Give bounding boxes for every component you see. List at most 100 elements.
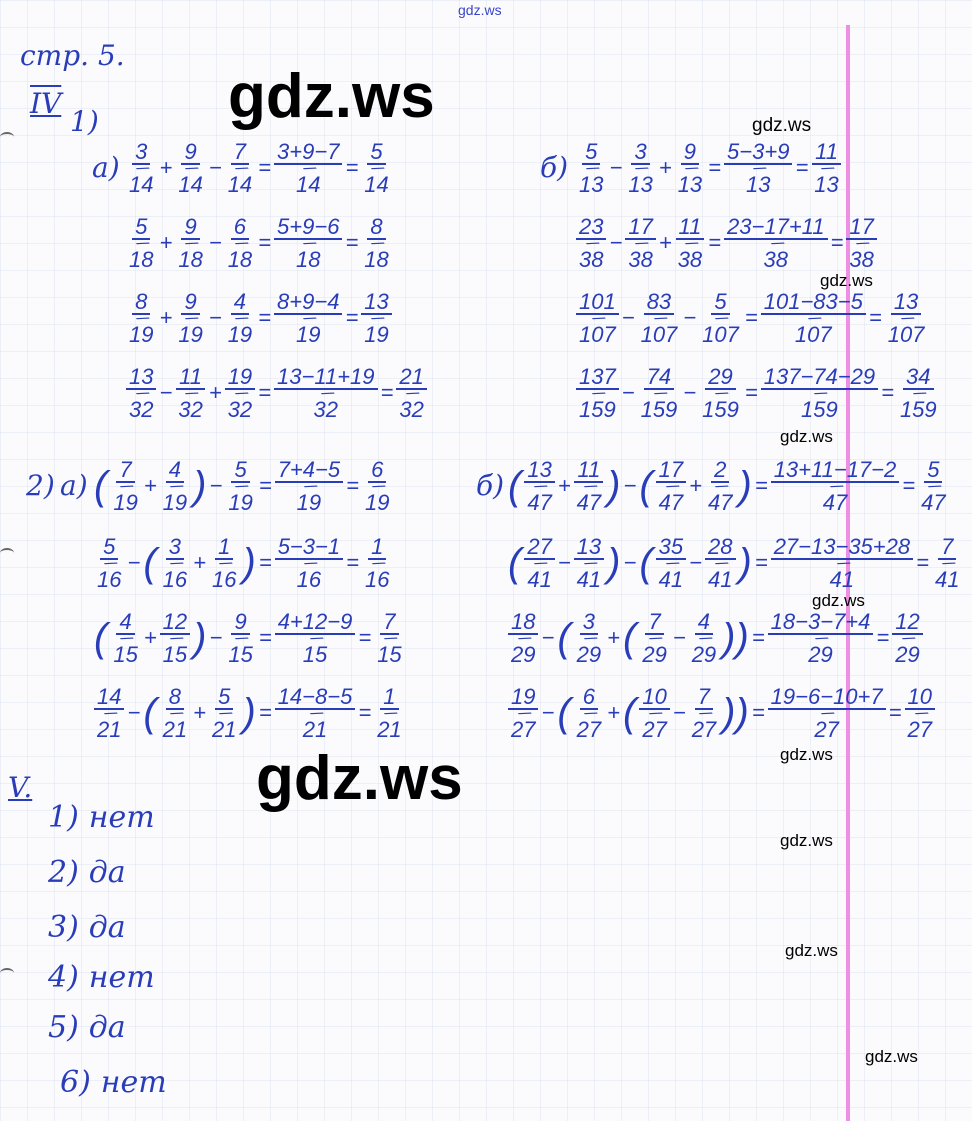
- numerator: 5: [711, 290, 730, 315]
- task1a-label: а): [92, 151, 120, 184]
- fraction: 5/18: [126, 215, 156, 271]
- numerator: 9: [181, 290, 200, 315]
- fraction: 6/27: [574, 685, 604, 741]
- numerator: 7: [230, 140, 250, 165]
- task1-label: 1): [70, 105, 99, 138]
- denominator: 14: [295, 172, 321, 197]
- equation-row: 19/27−(6/27 +(10/27−7/27)) = 19−6−10+7/27 = 1…: [508, 685, 935, 741]
- operator: =: [708, 230, 722, 255]
- fraction: 21/32: [396, 365, 427, 421]
- operator: +: [689, 473, 703, 498]
- operator: +: [193, 700, 207, 725]
- numerator: 27−13−35+28: [770, 535, 914, 560]
- fraction: 5/47: [918, 458, 948, 514]
- denominator: 13: [677, 172, 703, 197]
- denominator: 15: [377, 642, 402, 667]
- denominator: 18: [295, 247, 321, 272]
- numerator: 6: [230, 215, 250, 240]
- fraction: 9/19: [175, 290, 205, 346]
- fraction: 13+11−17−2/47: [770, 458, 900, 515]
- parenthesis: (: [623, 616, 637, 660]
- numerator: 11: [176, 365, 205, 390]
- operator: +: [607, 700, 621, 725]
- parenthesis: )): [722, 691, 749, 735]
- fraction: 101/107: [576, 290, 619, 346]
- watermark: gdz.ws: [752, 115, 812, 136]
- operator: −: [609, 230, 623, 255]
- denominator: 107: [887, 322, 925, 347]
- operator: −: [683, 305, 697, 330]
- fraction: 27−13−35+28/41: [770, 535, 914, 591]
- watermark: gdz.ws: [820, 271, 873, 290]
- denominator: 29: [511, 642, 536, 667]
- answer-item: 2) да: [48, 855, 126, 891]
- numerator: 1: [380, 685, 399, 710]
- fraction: 11/38: [675, 215, 705, 271]
- denominator: 13: [814, 172, 839, 197]
- fraction: 3/29: [574, 610, 604, 666]
- answer-number: 1): [48, 800, 79, 835]
- denominator: 29: [691, 642, 717, 667]
- fraction: 13−11+19/32: [274, 365, 378, 421]
- operator: −: [609, 155, 623, 180]
- denominator: 16: [364, 567, 390, 592]
- operator: −: [541, 700, 555, 725]
- operator: =: [902, 473, 916, 498]
- operator: =: [345, 155, 359, 180]
- fraction: 74/159: [638, 365, 681, 421]
- operator: =: [346, 473, 359, 498]
- fraction: 11/32: [175, 365, 205, 421]
- numerator: 7: [938, 535, 957, 560]
- operator: =: [708, 155, 722, 180]
- denominator: 27: [576, 717, 602, 742]
- denominator: 107: [640, 322, 678, 347]
- equation-row: 13/32−11/32 +19/32 = 13−11+19/32 = 21/32: [126, 365, 427, 421]
- numerator: 8: [367, 215, 386, 240]
- numerator: 13−11+19: [274, 365, 378, 390]
- answer-item: 5) да: [48, 1010, 126, 1046]
- numerator: 28: [705, 535, 736, 560]
- operator: −: [127, 700, 141, 725]
- fraction: 34/159: [897, 365, 940, 421]
- operator: =: [258, 155, 272, 180]
- fraction: 7/27: [689, 685, 719, 741]
- numerator: 3: [631, 140, 650, 165]
- denominator: 38: [849, 247, 874, 272]
- denominator: 107: [579, 322, 616, 347]
- operator: −: [159, 380, 173, 405]
- numerator: 19: [508, 685, 539, 710]
- operator: =: [744, 305, 758, 330]
- fraction: 1/16: [362, 535, 392, 591]
- numerator: 5: [582, 140, 601, 165]
- operator: =: [258, 473, 272, 498]
- denominator: 47: [822, 490, 848, 515]
- numerator: 6: [579, 685, 599, 710]
- watermark: gdz.ws: [780, 831, 833, 850]
- fraction: 5/16: [94, 535, 124, 591]
- answer-item: 4) нет: [48, 960, 155, 996]
- fraction: 11/47: [574, 458, 604, 514]
- numerator: 5−3+9: [724, 140, 793, 165]
- parenthesis: (: [639, 541, 653, 585]
- operator: =: [830, 230, 844, 255]
- denominator: 19: [113, 490, 138, 515]
- denominator: 27: [691, 717, 717, 742]
- numerator: 17: [625, 215, 656, 240]
- numerator: 3: [579, 610, 599, 635]
- operator: +: [208, 380, 222, 405]
- parenthesis: ): [242, 541, 256, 585]
- numerator: 23: [576, 215, 607, 240]
- numerator: 5: [215, 685, 234, 710]
- equation-row: (4/15 +12/15) −9/15 = 4+12−9/15 = 7/15: [94, 610, 405, 666]
- numerator: 10: [904, 685, 935, 710]
- denominator: 32: [129, 397, 154, 422]
- parenthesis: (: [623, 691, 637, 735]
- operator: =: [795, 155, 809, 180]
- operator: −: [683, 380, 697, 405]
- operator: =: [751, 625, 765, 650]
- numerator: 5: [367, 140, 386, 165]
- numerator: 4: [165, 458, 185, 483]
- numerator: 4: [116, 610, 135, 635]
- fraction: 1/16: [209, 535, 239, 591]
- equation-row: (7/19 +4/19) −5/19 = 7+4−5/19 = 6/19: [94, 458, 392, 514]
